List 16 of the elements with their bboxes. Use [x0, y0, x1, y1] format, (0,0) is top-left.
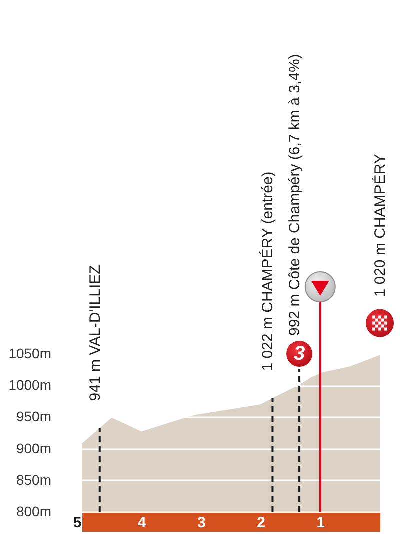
y-tick-label: 1000m	[8, 377, 52, 394]
x-tick-label: 2	[257, 514, 266, 532]
ref-line-label: 1 022 m CHAMPÉRY (entrée)	[258, 172, 277, 372]
x-tick-label: 3	[198, 514, 206, 532]
x-tick-label: 4	[138, 514, 147, 532]
x-tick-label: 1	[316, 514, 326, 532]
ref-line-label: 941 m VAL-D'ILLIEZ	[86, 265, 104, 402]
x-tick-label: 5	[73, 514, 82, 532]
y-tick-label: 800m	[16, 504, 52, 520]
y-tick-label: 1050m	[8, 346, 52, 362]
text: 1 020 m CHAMPÉRY	[371, 154, 389, 298]
y-tick-label: 850m	[16, 472, 52, 488]
y-tick-label: 950m	[16, 408, 52, 425]
ref-line-label: 992 m Côte de Champéry (6,7 km à 3,4%)	[286, 54, 304, 336]
y-tick-label: 900m	[16, 440, 52, 456]
annotation: 3	[294, 343, 306, 365]
